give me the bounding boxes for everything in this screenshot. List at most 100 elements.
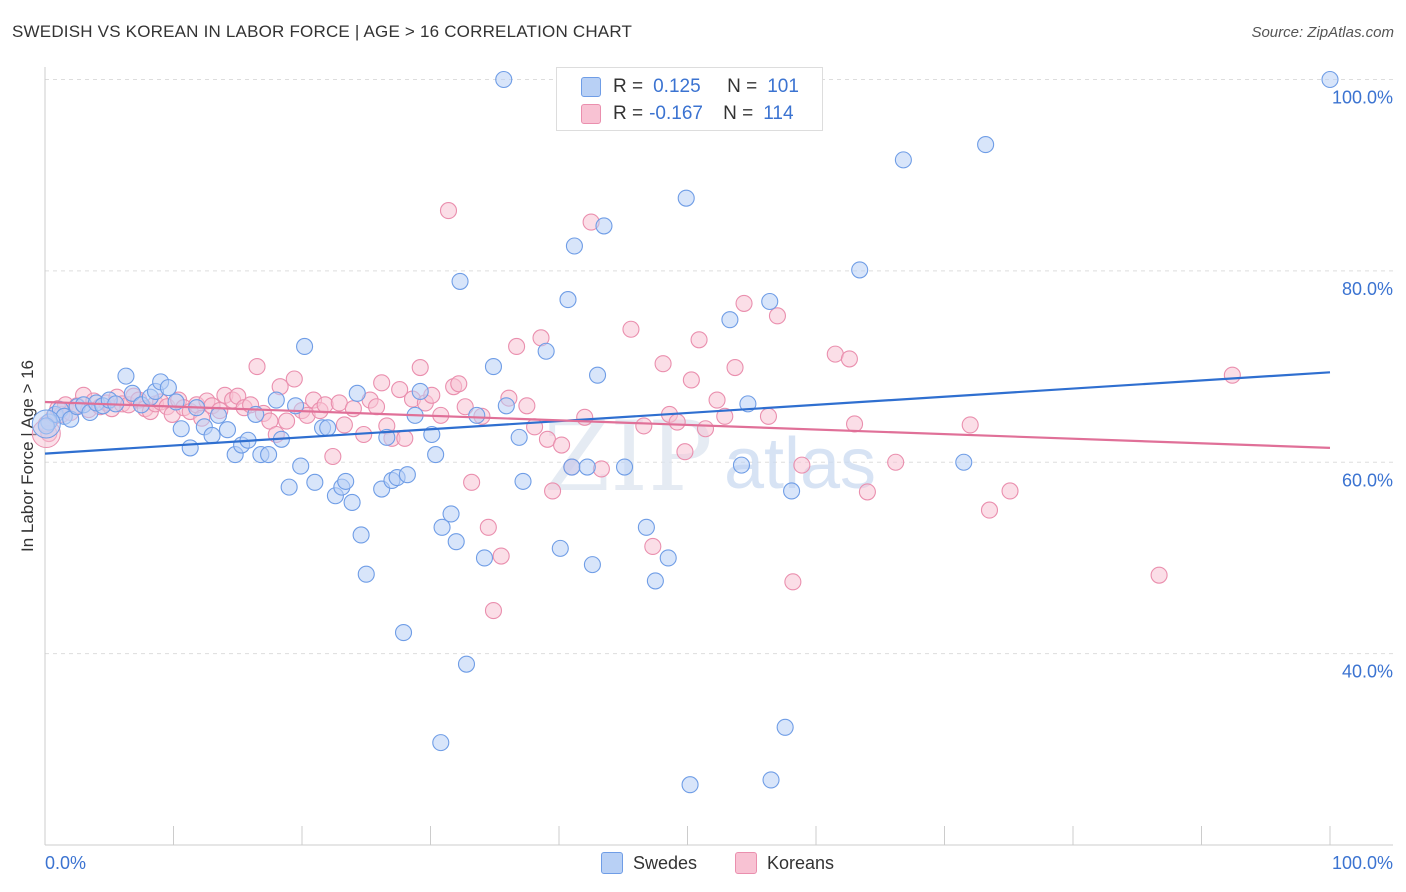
swedes-n-value: 101 [767,76,799,97]
koreans-point [840,350,858,368]
koreans-point [1223,366,1241,384]
koreans-point [479,518,497,536]
swedes-point [123,384,141,402]
swedes-point [732,456,751,474]
swedes-point [343,493,361,511]
koreans-point [316,396,334,414]
tick-labels: 40.0% 60.0% 80.0% 100.0% 0.0% 100.0% [45,88,1393,874]
swedes-point [468,406,486,424]
swedes-legend-label: Swedes [633,852,698,873]
koreans-swatch [581,104,601,124]
swedes-point [378,428,396,446]
axes [44,67,1393,846]
swedes-point [411,382,429,400]
koreans-point [726,358,744,377]
x-tick-label-min: 0.0% [45,853,86,873]
swedes-point [337,472,355,490]
legend-row-swedes: R = 0.125 N = 101 [581,74,799,100]
r-label: R = [613,103,644,124]
swedes-point [484,358,503,376]
swedes-legend-swatch [601,852,623,874]
swedes-point [475,549,494,567]
swedes-point [159,379,177,397]
koreans-point [682,371,700,389]
swedes-point [681,776,699,794]
swedes-point [646,572,664,590]
swedes-point [394,624,413,642]
swedes-point [721,311,739,329]
swedes-point [894,151,912,169]
koreans-trend-line [44,400,1331,449]
koreans-point [696,420,715,438]
koreans-point [544,482,562,500]
koreans-legend-swatch [735,852,757,874]
swedes-point [433,518,451,536]
y-tick-label: 40.0% [1342,662,1393,682]
koreans-point [716,407,734,425]
swedes-point [495,70,513,89]
swedes-point [218,421,237,439]
koreans-point [1150,566,1168,584]
y-tick-label: 80.0% [1342,279,1393,299]
swedes-point [578,458,596,476]
r-label: R = [613,76,644,97]
n-label: N = [727,76,758,97]
x-tick-label-max: 100.0% [1332,853,1393,873]
swedes-point [565,237,583,255]
swedes-point [1321,70,1339,89]
swedes-point [280,478,298,496]
swedes-cluster-point [31,409,61,439]
koreans-point [961,416,979,434]
koreans-point [463,473,481,491]
swedes-point [955,453,973,471]
koreans-point [592,460,610,478]
swedes-point [457,655,476,673]
koreans-point [826,345,844,363]
swedes-point [583,556,601,574]
gridlines [45,79,1393,655]
swedes-point [563,458,581,476]
koreans-point [411,358,429,377]
swedes-point [319,419,337,437]
koreans-point [456,398,474,416]
swedes-point [762,771,780,789]
swedes-point [427,446,445,464]
koreans-point [508,337,526,356]
swedes-point [637,518,655,536]
swedes-point [306,473,324,491]
koreans-point [391,380,409,399]
swedes-point [510,428,528,446]
legend-row-koreans: R = -0.167 N = 114 [581,101,794,127]
swedes-point [537,342,555,360]
legend-item-koreans[interactable]: Koreans [735,852,834,874]
swedes-point [442,505,460,523]
swedes-point [292,457,310,475]
swedes-point [203,426,221,445]
koreans-point [278,412,296,430]
koreans-point [373,374,391,392]
y-tick-label: 60.0% [1342,470,1393,490]
koreans-point [690,331,708,349]
watermark: ZIP atlas [543,401,876,513]
swedes-trend-line [44,371,1331,455]
koreans-point [668,413,686,431]
koreans-point [784,573,802,591]
koreans-point [484,602,503,620]
koreans-point [622,320,640,338]
n-label: N = [723,103,754,124]
legend-item-swedes[interactable]: Swedes [601,852,697,874]
swedes-point [588,366,607,384]
koreans-point [793,456,811,474]
koreans-point [735,294,753,312]
swedes-point [559,291,577,309]
swedes-point [851,261,869,279]
swedes-point [357,565,375,583]
koreans-point [644,537,662,556]
koreans-point [367,398,386,416]
swedes-point [451,272,469,290]
koreans-point [576,408,594,426]
koreans-point [450,375,468,393]
swedes-point [296,337,314,356]
koreans-point [858,483,876,501]
